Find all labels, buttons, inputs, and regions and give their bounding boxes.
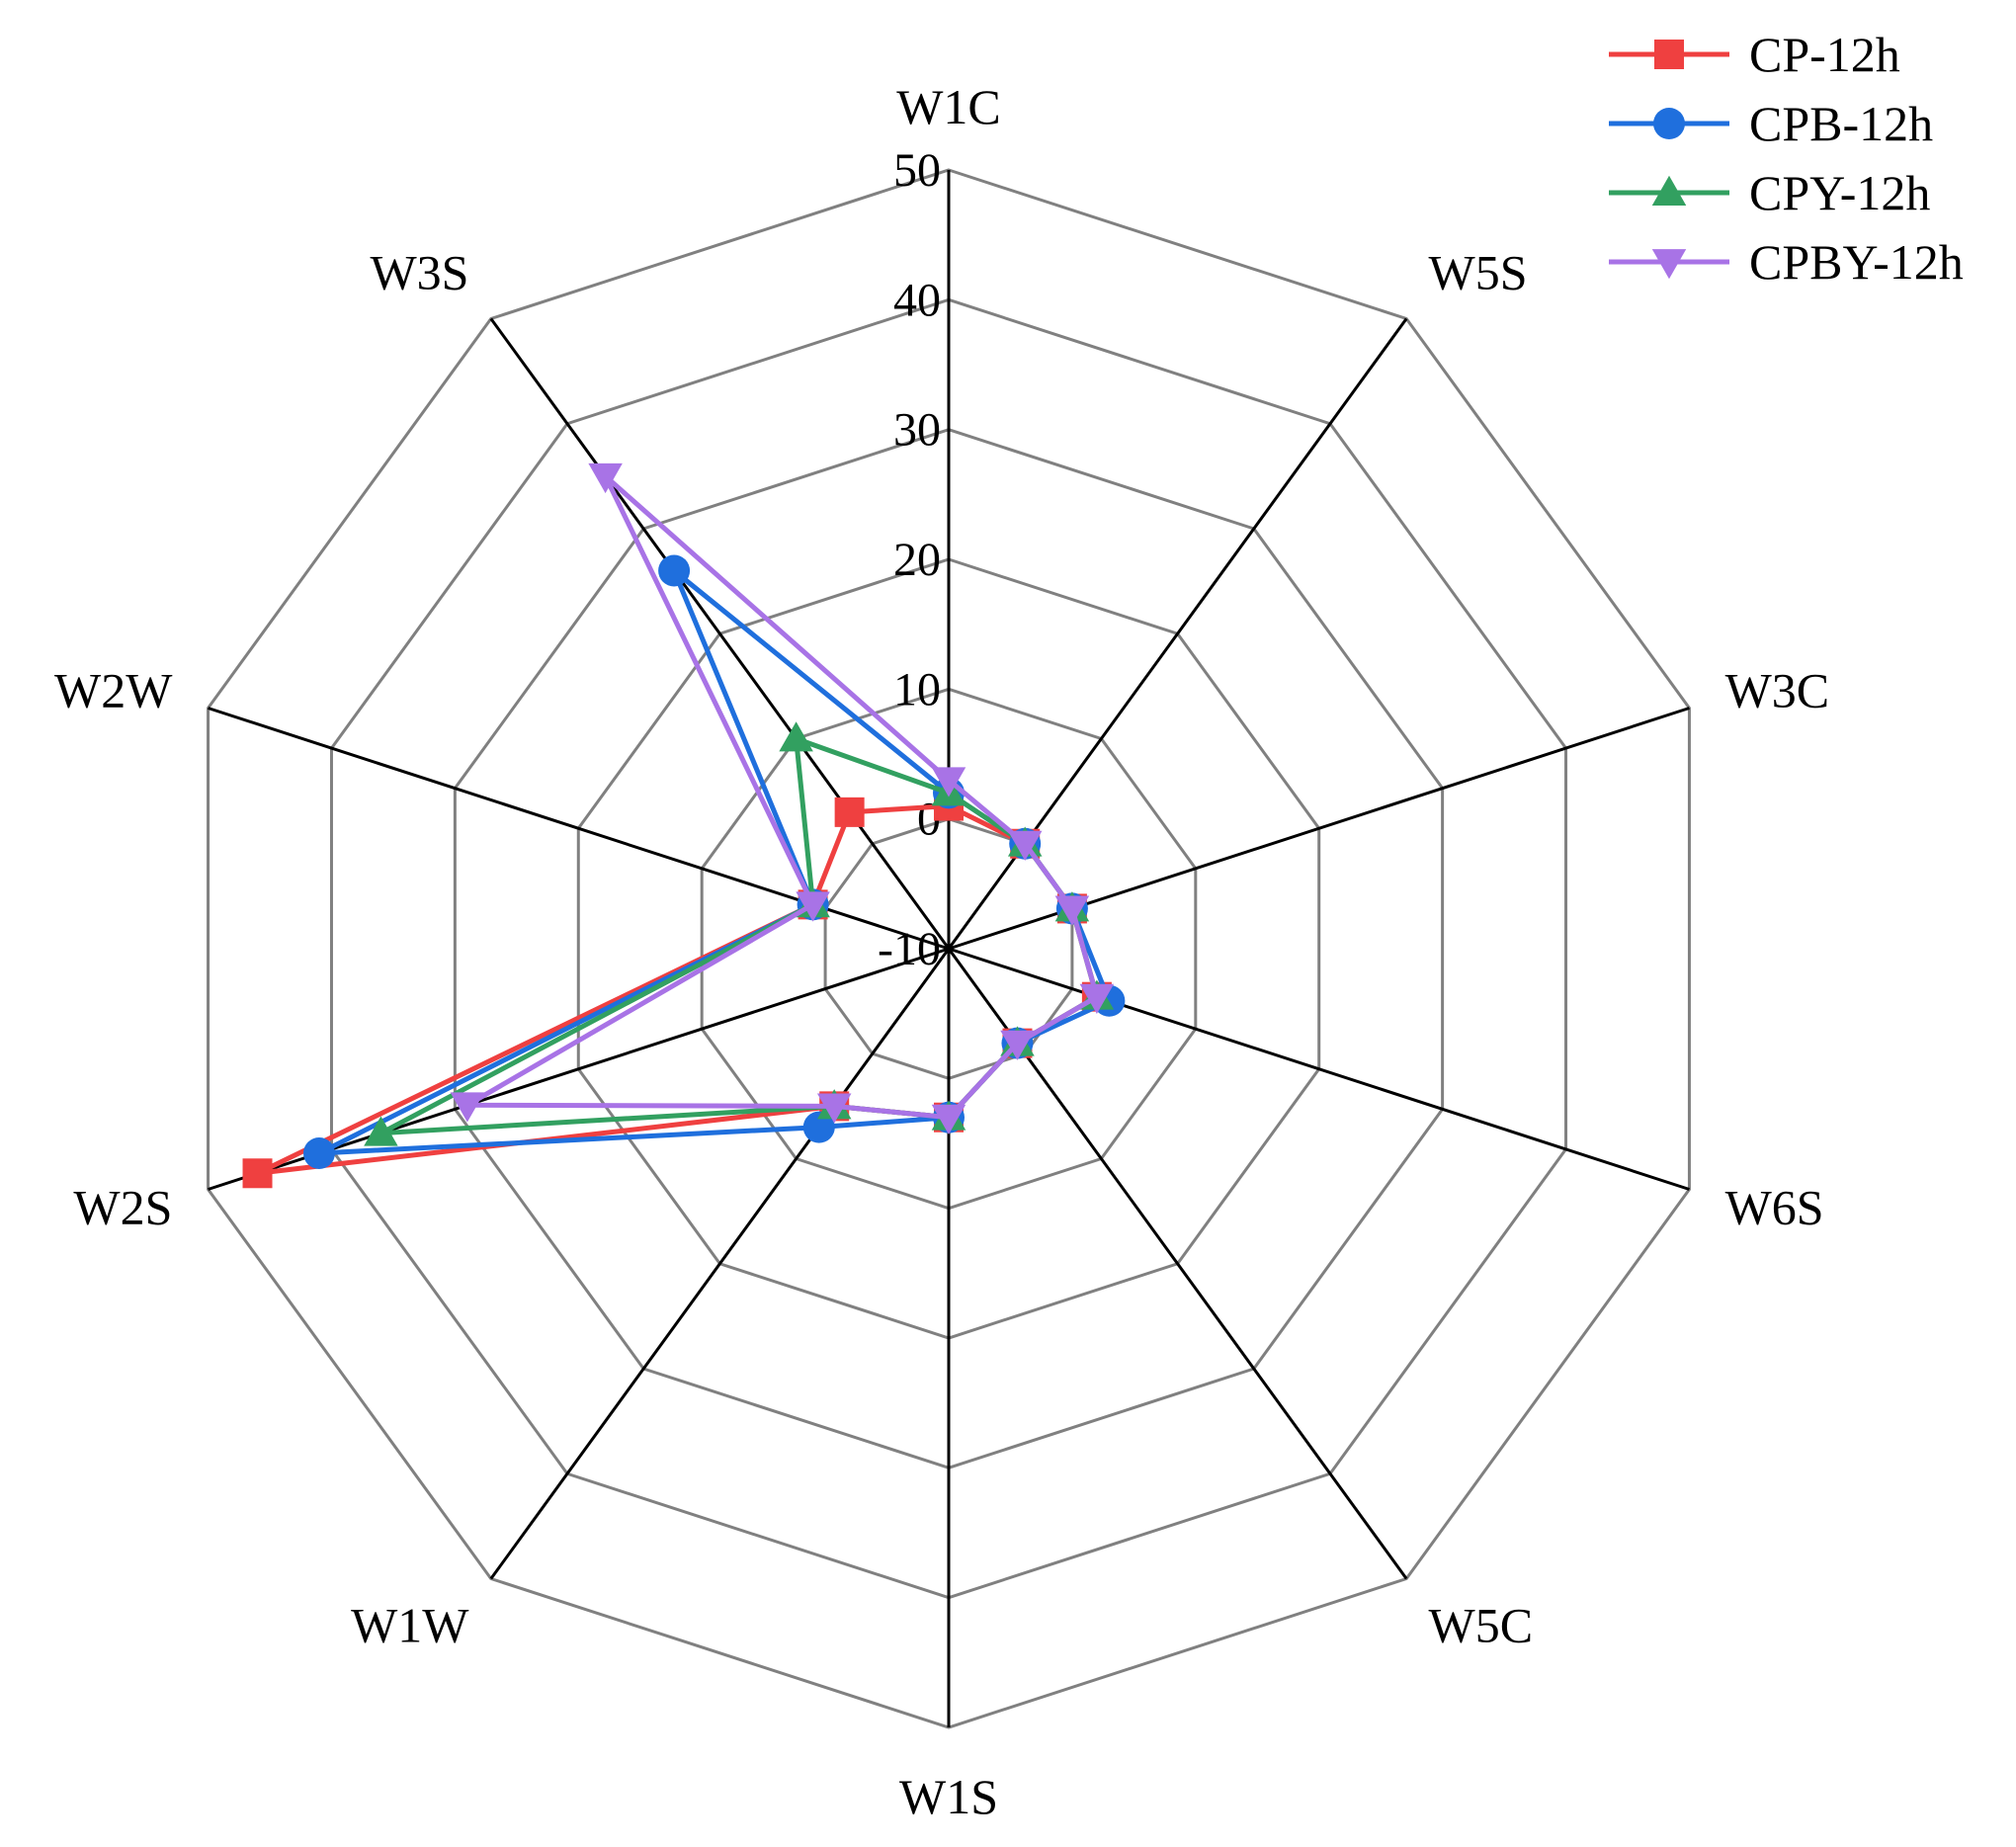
- legend-label: CPB-12h: [1749, 96, 1933, 151]
- data-point: [931, 1104, 966, 1134]
- data-point: [779, 721, 813, 752]
- legend-item: CPB-12h: [1609, 96, 1933, 151]
- axis-spoke: [489, 317, 951, 950]
- data-point: [1000, 1030, 1035, 1060]
- category-label: W1W: [351, 1597, 469, 1652]
- legend-marker: [1651, 175, 1687, 206]
- category-label: W6S: [1725, 1179, 1824, 1234]
- category-label: W2W: [54, 663, 173, 718]
- category-labels: W1C W5S W3C W6S W5C W1S W1W W2S W2W W3S: [54, 79, 1829, 1824]
- data-point: [816, 1093, 852, 1124]
- r-tick-label: 20: [893, 534, 941, 586]
- series-layer: [242, 462, 1126, 1189]
- data-point: [802, 1111, 835, 1143]
- data-point: [302, 1136, 335, 1169]
- data-point: [931, 767, 966, 798]
- legend-label: CPY-12h: [1749, 165, 1930, 220]
- data-point: [1079, 983, 1115, 1014]
- category-label: W1S: [899, 1769, 998, 1824]
- legend-label: CP-12h: [1749, 27, 1900, 82]
- data-point: [588, 462, 623, 494]
- data-point: [658, 554, 691, 587]
- data-point: [364, 1116, 398, 1146]
- legend-marker: [1654, 40, 1684, 69]
- r-tick-label: 10: [893, 663, 941, 715]
- r-tick-label: 50: [893, 144, 941, 197]
- legend-marker: [1653, 108, 1685, 139]
- data-point: [1054, 895, 1090, 926]
- category-label: W5S: [1429, 245, 1528, 300]
- legend-label: CPBY-12h: [1749, 234, 1964, 290]
- axis-spoke: [489, 948, 951, 1580]
- legend-marker: [1651, 249, 1687, 280]
- series-CPBY-12h: [450, 462, 1115, 1134]
- legend: CP-12h CPB-12h CPY-12h CPBY-12h: [1609, 27, 1964, 290]
- data-point: [450, 1092, 485, 1123]
- axis-spoke: [948, 947, 1690, 1191]
- data-point: [796, 891, 830, 922]
- legend-item: CPY-12h: [1609, 165, 1930, 220]
- data-point: [1007, 830, 1043, 861]
- data-point: [834, 797, 865, 827]
- data-point: [242, 1158, 273, 1189]
- category-label: W2S: [73, 1179, 172, 1234]
- category-label: W3S: [370, 245, 468, 300]
- r-tick-label: 40: [893, 274, 941, 326]
- radar-grid: [207, 168, 1691, 1729]
- legend-item: CP-12h: [1609, 27, 1900, 82]
- category-label: W1C: [896, 79, 1001, 134]
- r-tick-label: 30: [893, 404, 941, 457]
- r-tick-label: -10: [878, 923, 941, 975]
- legend-item: CPBY-12h: [1609, 234, 1964, 290]
- series-CPB-12h: [302, 554, 1126, 1169]
- category-label: W3C: [1725, 663, 1830, 718]
- category-label: W5C: [1429, 1597, 1534, 1652]
